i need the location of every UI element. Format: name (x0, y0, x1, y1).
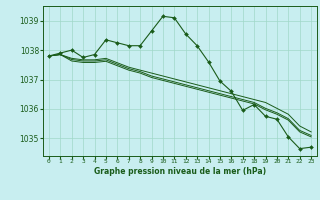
X-axis label: Graphe pression niveau de la mer (hPa): Graphe pression niveau de la mer (hPa) (94, 167, 266, 176)
